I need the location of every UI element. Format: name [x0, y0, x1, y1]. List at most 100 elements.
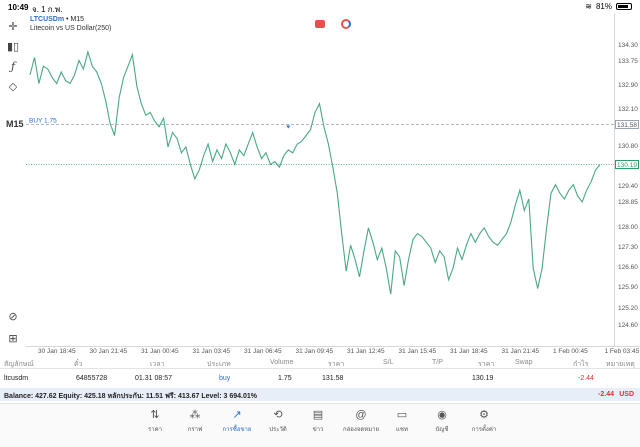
nav-label: ราคา: [148, 427, 162, 433]
buy-price-tag: 131.58: [615, 120, 639, 129]
chart-timeframe-tag: • M15: [66, 16, 85, 23]
battery-percent: 81%: [595, 2, 612, 11]
time-tick-label: 30 Jan 21:45: [89, 348, 128, 355]
time-tick-label: 31 Jan 21:45: [501, 348, 540, 355]
candlestick-icon[interactable]: ▮▯: [6, 40, 20, 53]
time-tick-label: 31 Jan 03:45: [192, 348, 231, 355]
chart-symbol-title: LTCUSDm • M15: [30, 16, 84, 23]
price-tick-label: 125.90: [618, 284, 638, 292]
status-date: จ. 1 ก.พ.: [32, 5, 63, 14]
price-chart[interactable]: BUY 1.75: [26, 14, 614, 346]
wifi-icon: ≋: [585, 2, 592, 11]
one-click-trade-icon[interactable]: [315, 20, 325, 28]
chart-toolbar: ✛ ▮▯ ƒ ◇ M15 ⊘ ⊞: [0, 14, 26, 354]
objects-icon[interactable]: ◇: [8, 80, 18, 93]
price-tick-label: 126.60: [618, 264, 638, 272]
mailbox-icon: @: [355, 409, 367, 421]
indicator-icon[interactable]: ƒ: [10, 59, 16, 73]
nav-label: การซื้อขาย: [222, 427, 252, 433]
zoom-icon[interactable]: ⊘: [8, 310, 18, 323]
time-tick-label: 31 Jan 00:45: [141, 348, 179, 355]
nav-label: ประวัติ: [269, 427, 287, 433]
news-icon: ▤: [312, 409, 324, 421]
nav-history[interactable]: ⟲ ประวัติ: [260, 408, 296, 434]
column-header[interactable]: ตั๋ว: [74, 361, 83, 368]
add-order-icon[interactable]: ⊞: [8, 332, 18, 345]
position-time: 01.31 08:57: [135, 375, 172, 382]
bottom-nav: ⇅ ราคา ⁂ กราฟ ↗ การซื้อขาย ⟲ ประวัติ ▤ ข…: [0, 403, 640, 447]
price-tick-label: 132.10: [618, 105, 638, 113]
price-tick-label: 127.30: [618, 244, 638, 252]
nav-chat[interactable]: ▭ แชท: [384, 408, 420, 434]
nav-account[interactable]: ◉ บัญชี: [424, 408, 460, 434]
price-tick-label: 129.40: [618, 183, 638, 191]
position-type: buy: [219, 375, 231, 382]
position-ticket: 64855728: [76, 375, 108, 382]
position-volume: 1.75: [278, 375, 292, 382]
status-right: ≋ 81%: [585, 2, 632, 11]
nav-news[interactable]: ▤ ข่าว: [300, 408, 336, 434]
column-header[interactable]: เวลา: [150, 361, 165, 368]
column-header[interactable]: หมายเหตุ: [606, 361, 635, 368]
time-tick-label: 30 Jan 18:45: [38, 348, 76, 355]
price-tick-label: 133.75: [618, 57, 638, 65]
price-tick-label: 130.80: [618, 143, 638, 151]
balance-bar: Balance: 427.62 Equity: 425.18 หลักประกั…: [0, 388, 640, 401]
position-open-price: 131.58: [322, 375, 344, 382]
depth-of-market-icon[interactable]: [341, 19, 351, 29]
time-tick-label: 1 Feb 03:45: [604, 348, 640, 355]
position-current-price: 130.19: [472, 375, 494, 382]
time-axis: 30 Jan 18:45 30 Jan 21:45 31 Jan 00:45 31 J…: [26, 346, 640, 356]
table-row[interactable]: ltcusdm 64855728 01.31 08:57 buy 1.75 13…: [0, 372, 640, 386]
price-tick-label: 134.30: [618, 42, 638, 49]
buy-order-label: BUY 1.75: [29, 118, 57, 125]
column-header[interactable]: ราคา: [478, 361, 495, 368]
price-tick-label: 132.90: [618, 82, 638, 90]
entry-marker: [286, 125, 291, 129]
bid-price-tag: 130.19: [615, 160, 639, 170]
price-line: [29, 49, 601, 295]
column-header[interactable]: ราคา: [328, 361, 345, 368]
nav-label: กราฟ: [187, 427, 203, 433]
column-header[interactable]: S/L: [383, 359, 394, 366]
chart-svg: BUY 1.75: [26, 49, 614, 295]
chat-icon: ▭: [396, 409, 408, 421]
balance-text: Balance: 427.62 Equity: 425.18 หลักประกั…: [4, 393, 257, 400]
price-tick-label: 128.00: [618, 223, 638, 231]
balance-currency: USD: [619, 391, 634, 398]
price-tick-label: 124.60: [618, 322, 638, 329]
position-symbol: ltcusdm: [4, 375, 29, 382]
chart-icon: ⁂: [189, 409, 201, 421]
status-time: 10:49: [8, 3, 29, 12]
balance-profit: -2.44: [598, 391, 614, 398]
column-header[interactable]: ประเภท: [207, 361, 231, 368]
nav-label: ข่าว: [312, 427, 324, 433]
nav-settings[interactable]: ⚙ การตั้งค่า: [466, 408, 502, 434]
time-tick-label: 31 Jan 15:45: [398, 348, 437, 355]
column-header[interactable]: สัญลักษณ์: [4, 361, 34, 368]
nav-label: กล่องจดหมาย: [343, 427, 380, 433]
nav-mailbox[interactable]: @ กล่องจดหมาย: [343, 408, 379, 434]
column-header[interactable]: กำไร: [573, 361, 589, 368]
history-icon: ⟲: [273, 409, 283, 421]
crosshair-icon[interactable]: ✛: [8, 20, 18, 33]
settings-icon: ⚙: [479, 409, 489, 421]
chart-symbol-description: Litecoin vs US Dollar(250): [30, 25, 112, 32]
time-tick-label: 31 Jan 12:45: [347, 348, 385, 355]
chart-symbol: LTCUSDm: [30, 16, 65, 23]
account-icon: ◉: [437, 409, 447, 421]
positions-header: สัญลักษณ์ ตั๋ว เวลา ประเภท Volume ราคา S/L T/P ร…: [0, 356, 640, 369]
time-tick-label: 31 Jan 06:45: [244, 348, 282, 355]
nav-chart[interactable]: ⁂ กราฟ: [177, 408, 213, 434]
trade-icon: ↗: [232, 409, 242, 421]
column-header[interactable]: T/P: [432, 359, 443, 366]
time-tick-label: 31 Jan 09:45: [295, 348, 334, 355]
nav-label: แชท: [396, 427, 408, 433]
time-tick-label: 1 Feb 00:45: [553, 348, 588, 355]
timeframe-button[interactable]: M15: [6, 119, 24, 129]
column-header[interactable]: Volume: [270, 359, 294, 366]
nav-quotes[interactable]: ⇅ ราคา: [137, 408, 173, 434]
nav-trade[interactable]: ↗ การซื้อขาย: [219, 408, 255, 434]
price-tick-label: 128.85: [618, 199, 638, 207]
column-header[interactable]: Swap: [515, 359, 533, 366]
